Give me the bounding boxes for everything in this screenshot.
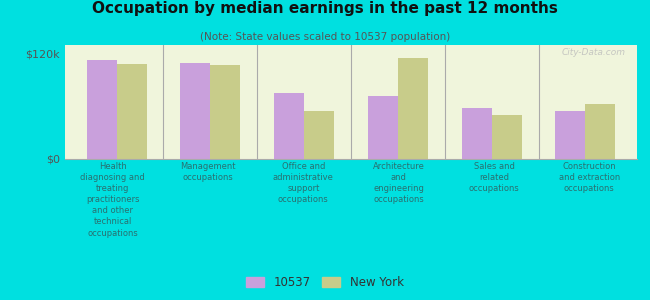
Bar	[462, 108, 491, 159]
Bar	[211, 65, 240, 159]
Bar	[491, 115, 522, 159]
Text: (Note: State values scaled to 10537 population): (Note: State values scaled to 10537 popu…	[200, 32, 450, 41]
Bar	[368, 96, 398, 159]
Text: City-Data.com: City-Data.com	[562, 48, 625, 57]
Legend: 10537, New York: 10537, New York	[242, 272, 408, 294]
Text: Health
diagnosing and
treating
practitioners
and other
technical
occupations: Health diagnosing and treating practitio…	[81, 162, 145, 238]
Text: Management
occupations: Management occupations	[180, 162, 236, 182]
Text: Sales and
related
occupations: Sales and related occupations	[469, 162, 519, 193]
Bar	[586, 104, 616, 159]
Bar	[116, 64, 147, 159]
Bar	[86, 60, 116, 159]
Text: Architecture
and
engineering
occupations: Architecture and engineering occupations	[372, 162, 424, 204]
Text: Occupation by median earnings in the past 12 months: Occupation by median earnings in the pas…	[92, 2, 558, 16]
Text: Construction
and extraction
occupations: Construction and extraction occupations	[559, 162, 620, 193]
Bar	[398, 58, 428, 159]
Text: Office and
administrative
support
occupations: Office and administrative support occupa…	[273, 162, 333, 204]
Bar	[555, 111, 586, 159]
Bar	[180, 62, 211, 159]
Bar	[304, 111, 334, 159]
Bar	[274, 93, 304, 159]
